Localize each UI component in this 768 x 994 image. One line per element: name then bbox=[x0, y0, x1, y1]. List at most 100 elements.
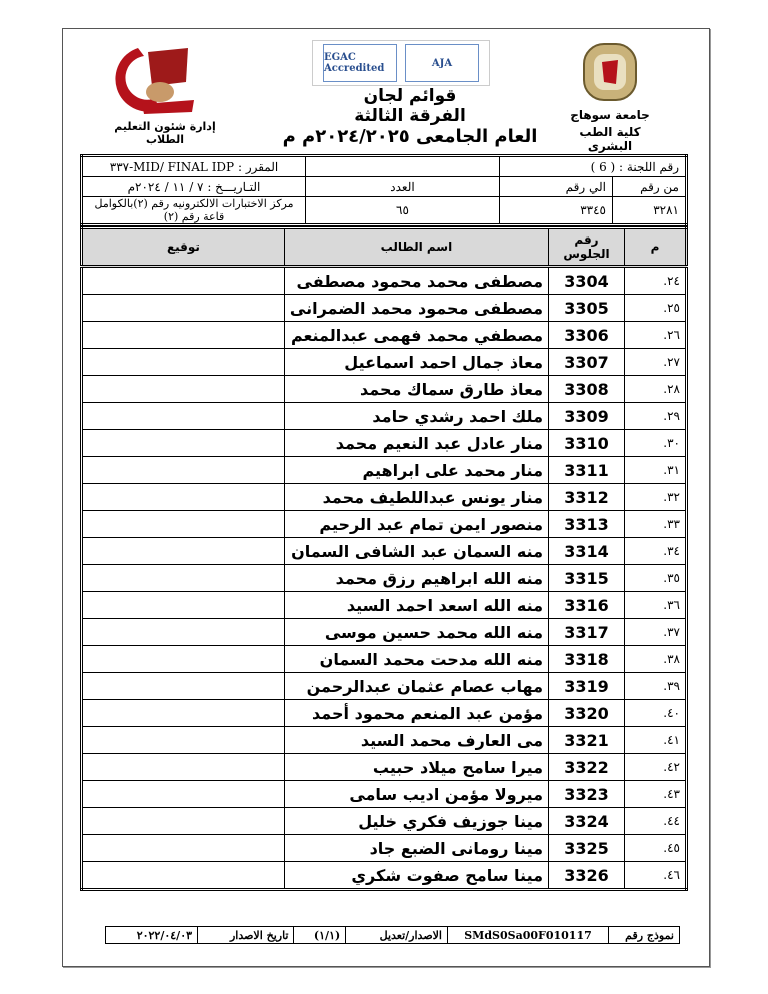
row-index: ٣٥. bbox=[624, 564, 687, 592]
row-index: ٢٩. bbox=[624, 402, 687, 430]
seat-number: 3313 bbox=[548, 510, 625, 538]
student-name: ميرولا مؤمن اديب سامى bbox=[283, 780, 550, 808]
student-name: معاذ جمال احمد اسماعيل bbox=[283, 348, 550, 376]
col-index: م bbox=[624, 227, 687, 268]
seat-number: 3323 bbox=[548, 780, 625, 808]
signature-cell bbox=[81, 375, 285, 403]
year-level: الفرقة الثالثة bbox=[354, 106, 466, 126]
seat-number: 3322 bbox=[548, 753, 625, 781]
table-row: ٣٥. 3315 منه الله ابراهيم رزق محمد bbox=[81, 564, 687, 592]
table-row: ٢٦. 3306 مصطفي محمد فهمى عبدالمنعم bbox=[81, 321, 687, 349]
table-row: ٣٢. 3312 منار يونس عبداللطيف محمد bbox=[81, 483, 687, 511]
table-row: ٤٣. 3323 ميرولا مؤمن اديب سامى bbox=[81, 780, 687, 808]
row-index: ٣٩. bbox=[624, 672, 687, 700]
student-name: ميرا سامح ميلاد حبيب bbox=[283, 753, 550, 781]
student-name: معاذ طارق سماك محمد bbox=[283, 375, 550, 403]
col-name: اسم الطالب bbox=[283, 227, 550, 268]
student-name: مصطفى محمد محمود مصطفى bbox=[283, 266, 550, 295]
seat-number: 3324 bbox=[548, 807, 625, 835]
seat-number: 3320 bbox=[548, 699, 625, 727]
signature-cell bbox=[81, 618, 285, 646]
seat-number: 3316 bbox=[548, 591, 625, 619]
row-index: ٤١. bbox=[624, 726, 687, 754]
seat-number: 3311 bbox=[548, 456, 625, 484]
row-index: ٢٦. bbox=[624, 321, 687, 349]
signature-cell bbox=[81, 699, 285, 727]
signature-cell bbox=[81, 294, 285, 322]
row-index: ٤٤. bbox=[624, 807, 687, 835]
student-name: منه الله ابراهيم رزق محمد bbox=[283, 564, 550, 592]
document-page bbox=[62, 28, 710, 967]
page-title: قوائم لجان bbox=[363, 86, 457, 106]
form-number: SMdS0Sa00F010117 bbox=[447, 926, 609, 944]
aja-logo: AJA bbox=[405, 44, 479, 82]
signature-cell bbox=[81, 510, 285, 538]
seat-number: 3306 bbox=[548, 321, 625, 349]
row-index: ٣٧. bbox=[624, 618, 687, 646]
row-index: ٤٠. bbox=[624, 699, 687, 727]
signature-cell bbox=[81, 564, 285, 592]
table-row: ٣٩. 3319 مهاب عصام عثمان عبدالرحمن bbox=[81, 672, 687, 700]
table-row: ٢٨. 3308 معاذ طارق سماك محمد bbox=[81, 375, 687, 403]
student-name: مؤمن عبد المنعم محمود أحمد bbox=[283, 699, 550, 727]
student-name: مينا رومانى الضبع جاد bbox=[283, 834, 550, 862]
seat-number: 3312 bbox=[548, 483, 625, 511]
signature-cell bbox=[81, 591, 285, 619]
table-row: ٣٨. 3318 منه الله مدحت محمد السمان bbox=[81, 645, 687, 673]
issue-date: ٢٠٢٢/٠٤/٠٣ bbox=[104, 926, 199, 944]
table-row: ٢٤. 3304 مصطفى محمد محمود مصطفى bbox=[81, 266, 687, 295]
table-row: ٣١. 3311 منار محمد على ابراهيم bbox=[81, 456, 687, 484]
table-row: ٣٧. 3317 منه الله محمد حسين موسى bbox=[81, 618, 687, 646]
row-index: ٢٥. bbox=[624, 294, 687, 322]
seat-number: 3325 bbox=[548, 834, 625, 862]
row-index: ٢٤. bbox=[624, 266, 687, 295]
version-value: (١/١) bbox=[293, 926, 347, 944]
signature-cell bbox=[81, 672, 285, 700]
table-row: ٤٠. 3320 مؤمن عبد المنعم محمود أحمد bbox=[81, 699, 687, 727]
signature-cell bbox=[81, 483, 285, 511]
student-name: مينا سامح صفوت شكري bbox=[283, 861, 550, 890]
to-label: الي رقم bbox=[499, 176, 613, 197]
seat-number: 3304 bbox=[548, 266, 625, 295]
seat-number: 3305 bbox=[548, 294, 625, 322]
student-name: منار يونس عبداللطيف محمد bbox=[283, 483, 550, 511]
row-index: ٤٢. bbox=[624, 753, 687, 781]
from-value: ٣٢٨١ bbox=[612, 196, 687, 225]
table-row: ٢٩. 3309 ملك احمد رشدي حامد bbox=[81, 402, 687, 430]
seat-number: 3321 bbox=[548, 726, 625, 754]
issue-date-label: تاريخ الاصدار bbox=[197, 926, 295, 944]
count-label: العدد bbox=[305, 176, 500, 197]
signature-cell bbox=[81, 456, 285, 484]
seat-number: 3309 bbox=[548, 402, 625, 430]
row-index: ٤٥. bbox=[624, 834, 687, 862]
row-index: ٢٧. bbox=[624, 348, 687, 376]
students-table: م رقم الجلوس اسم الطالب توقيع ٢٤. 3304 مصط… bbox=[80, 226, 688, 891]
student-name: مينا جوزيف فكري خليل bbox=[283, 807, 550, 835]
col-seat: رقم الجلوس bbox=[548, 227, 625, 268]
empty-cell bbox=[305, 155, 500, 177]
row-index: ٤٣. bbox=[624, 780, 687, 808]
course-code: المقرر : MID/ FINAL IDP-٣٣٧ bbox=[81, 155, 306, 177]
university-seal-logo bbox=[580, 42, 640, 102]
exam-date: التـاريـــخ : ٧ / ١١ / ٢٠٢٤م bbox=[81, 176, 306, 197]
signature-cell bbox=[81, 861, 285, 890]
form-footer: نموذج رقم SMdS0Sa00F010117 الاصدار/تعديل… bbox=[104, 926, 680, 944]
academic-year: العام الجامعى ٢٠٢٤/٢٠٢٥م م bbox=[282, 126, 538, 147]
col-signature: توقيع bbox=[81, 227, 285, 268]
signature-cell bbox=[81, 780, 285, 808]
student-name: منه الله مدحت محمد السمان bbox=[283, 645, 550, 673]
table-row: ٤٤. 3324 مينا جوزيف فكري خليل bbox=[81, 807, 687, 835]
committee-number: رقم اللجنة : ( 6 ) bbox=[499, 155, 687, 177]
table-row: ٤١. 3321 مى العارف محمد السيد bbox=[81, 726, 687, 754]
signature-cell bbox=[81, 726, 285, 754]
row-index: ٣٢. bbox=[624, 483, 687, 511]
row-index: ٢٨. bbox=[624, 375, 687, 403]
seat-number: 3314 bbox=[548, 537, 625, 565]
student-name: ملك احمد رشدي حامد bbox=[283, 402, 550, 430]
version-label: الاصدار/تعديل bbox=[345, 926, 448, 944]
university-name: جامعة سوهاج bbox=[570, 108, 650, 122]
signature-cell bbox=[81, 429, 285, 457]
seat-number: 3326 bbox=[548, 861, 625, 890]
signature-cell bbox=[81, 834, 285, 862]
table-row: ٢٧. 3307 معاذ جمال احمد اسماعيل bbox=[81, 348, 687, 376]
